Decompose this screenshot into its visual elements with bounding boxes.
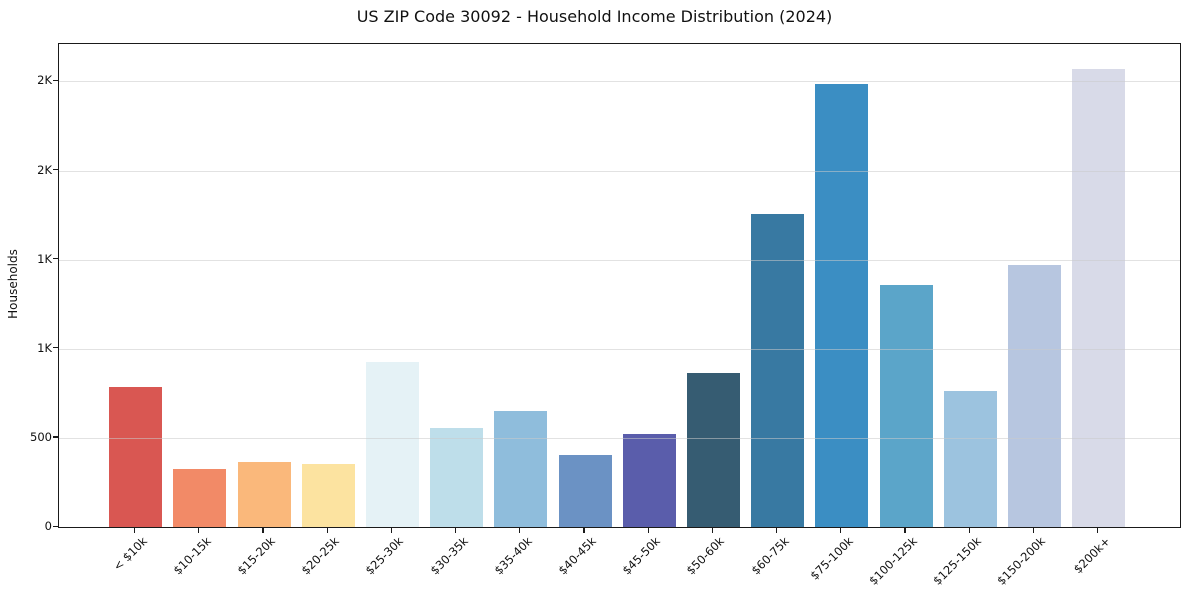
bar-$25-30k <box>365 361 419 527</box>
gridline-y-1000 <box>59 348 1180 350</box>
bar-$30-35k <box>430 427 484 527</box>
bar-$75-100k <box>815 84 869 527</box>
y-tick-mark <box>53 169 58 171</box>
gridline-y-2000 <box>59 170 1180 172</box>
bar-$50-60k <box>686 372 740 527</box>
bar-$60-75k <box>751 214 805 527</box>
y-tick-mark <box>53 347 58 349</box>
bar-$35-40k <box>494 411 548 527</box>
x-tick-mark <box>455 528 457 533</box>
bar-$200k+ <box>1072 69 1126 527</box>
x-tick-mark <box>326 528 328 533</box>
y-tick-label: 2K <box>37 162 52 177</box>
x-tick-mark <box>711 528 713 533</box>
x-tick-mark <box>390 528 392 533</box>
gridline-y-500 <box>59 437 1180 439</box>
x-tick-mark <box>198 528 200 533</box>
y-tick-mark <box>53 525 58 527</box>
bar-$40-45k <box>558 455 612 527</box>
x-tick-mark <box>776 528 778 533</box>
x-tick-mark <box>262 528 264 533</box>
bar-$20-25k <box>301 464 355 527</box>
x-tick-mark <box>1097 528 1099 533</box>
x-tick-label: < $10k <box>109 534 150 574</box>
chart-title: US ZIP Code 30092 - Household Income Dis… <box>356 7 833 26</box>
x-tick-mark <box>519 528 521 533</box>
x-tick-mark <box>904 528 906 533</box>
y-tick-label: 500 <box>30 429 52 444</box>
plot-area <box>58 43 1181 528</box>
bar-$150-200k <box>1007 265 1061 527</box>
bar-$10-15k <box>173 469 227 527</box>
x-tick-mark <box>840 528 842 533</box>
y-tick-label: 0 <box>44 519 52 533</box>
x-tick-mark <box>1032 528 1034 533</box>
y-tick-label: 2K <box>37 73 52 88</box>
x-tick-mark <box>968 528 970 533</box>
y-tick-label: 1K <box>37 251 52 266</box>
y-tick-mark <box>53 436 58 438</box>
y-tick-mark <box>53 79 58 82</box>
bar-$45-50k <box>622 433 676 527</box>
bar-$100-125k <box>879 284 933 527</box>
x-tick-mark <box>134 528 136 533</box>
y-tick-mark <box>53 258 58 260</box>
x-tick-mark <box>647 528 649 533</box>
y-tick-label: 1K <box>37 340 52 355</box>
gridline-y-1500 <box>59 259 1180 261</box>
gridline-y-2500 <box>59 81 1180 83</box>
bar-< $10k <box>109 387 163 527</box>
bar-$15-20k <box>237 462 291 527</box>
x-tick-mark <box>583 528 585 533</box>
bar-$125-150k <box>943 391 997 527</box>
